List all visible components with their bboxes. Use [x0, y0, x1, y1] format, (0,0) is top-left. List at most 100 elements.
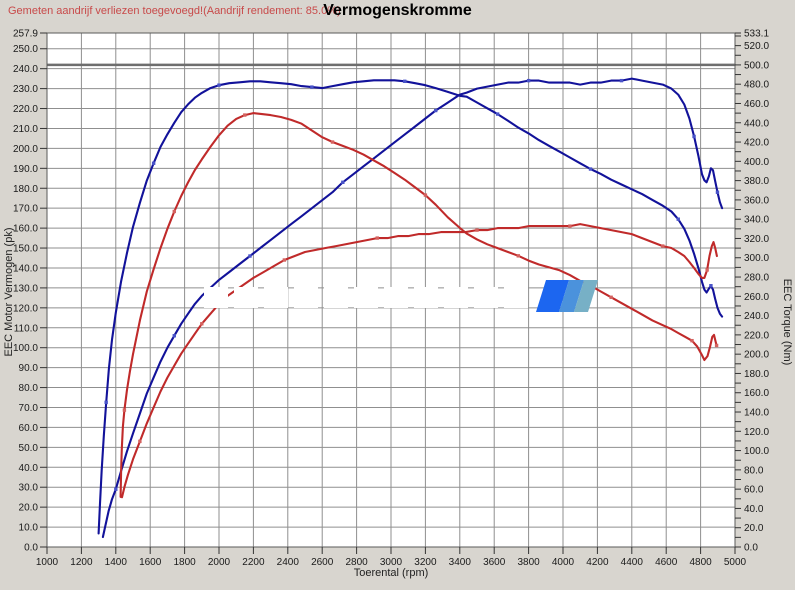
- y-right-tick-label: 40.0: [744, 504, 764, 515]
- y-left-tick-label: 160.0: [13, 224, 38, 235]
- marker-koppel-rood: [122, 408, 127, 412]
- watermark-logo-stripe: [559, 280, 584, 312]
- x-tick-label: 3600: [483, 557, 506, 568]
- x-tick-label: 5000: [724, 557, 747, 568]
- x-tick-label: 2400: [277, 557, 300, 568]
- marker-vermogen-rood: [475, 228, 479, 232]
- x-tick-label: 4000: [552, 557, 575, 568]
- marker-vermogen-blauw: [692, 134, 696, 139]
- marker-koppel-rood: [243, 113, 247, 117]
- watermark-text: [324, 287, 348, 308]
- watermark-logo-stripe: [574, 280, 598, 312]
- marker-vermogen-blauw: [341, 180, 345, 184]
- y-right-tick-label: 20.0: [744, 523, 764, 534]
- y-right-tick-label: 60.0: [744, 485, 764, 496]
- curve-koppel-blauw: [97, 79, 724, 535]
- y-left-tick-label: 30.0: [19, 483, 39, 494]
- x-tick-label: 1400: [105, 557, 128, 568]
- marker-vermogen-blauw: [172, 334, 176, 338]
- y-left-tick-label: 190.0: [13, 164, 38, 175]
- x-tick-label: 4600: [655, 557, 678, 568]
- y-left-tick-label: 20.0: [19, 503, 39, 514]
- y-left-tick-label: 250.0: [13, 44, 38, 55]
- x-tick-label: 1800: [173, 557, 196, 568]
- y-left-tick-label: 110.0: [14, 323, 39, 334]
- marker-koppel-rood: [714, 343, 719, 348]
- y-left-tick-label: 80.0: [19, 383, 39, 394]
- y-right-tick-label: 80.0: [744, 465, 764, 476]
- y-left-tick-label: 210.0: [13, 124, 38, 135]
- marker-vermogen-rood: [200, 322, 204, 326]
- x-tick-label: 1000: [36, 557, 59, 568]
- marker-vermogen-rood: [705, 268, 709, 272]
- marker-koppel-blauw: [588, 167, 593, 171]
- y-right-tick-label: 360.0: [744, 195, 769, 206]
- y-left-tick-label: 50.0: [19, 443, 39, 454]
- y-right-tick-label: 340.0: [744, 215, 769, 226]
- y-right-tick-label: 0.0: [744, 543, 758, 554]
- marker-koppel-blauw: [495, 112, 500, 116]
- watermark-text: [474, 287, 498, 308]
- curve-vermogen-rood: [120, 223, 718, 499]
- page-title: Vermogenskromme: [323, 2, 472, 19]
- marker-vermogen-blauw: [715, 190, 720, 194]
- marker-koppel-blauw: [676, 217, 680, 221]
- watermark-text: [384, 287, 408, 308]
- marker-vermogen-blauw: [619, 78, 624, 83]
- x-tick-label: 3400: [449, 557, 472, 568]
- x-tick-label: 2200: [242, 557, 265, 568]
- y-left-tick-label: 40.0: [19, 463, 39, 474]
- watermark-text: [264, 287, 288, 308]
- marker-vermogen-blauw: [114, 487, 118, 491]
- y-right-tick-label: 460.0: [744, 99, 769, 110]
- y-right-tick-label: 320.0: [744, 234, 769, 245]
- x-tick-label: 1200: [70, 557, 93, 568]
- x-tick-label: 1600: [139, 557, 162, 568]
- marker-koppel-blauw: [709, 284, 713, 288]
- marker-vermogen-rood: [568, 224, 572, 228]
- marker-koppel-blauw: [403, 79, 407, 84]
- marker-koppel-rood: [690, 338, 694, 343]
- y-left-tick-label: 200.0: [13, 144, 38, 155]
- y-left-tick-label: 120.0: [13, 303, 38, 314]
- y-left-tick-label: 230.0: [13, 84, 38, 95]
- x-tick-label: 3000: [380, 557, 403, 568]
- x-tick-label: 4400: [621, 557, 644, 568]
- y-right-tick-label: 520.0: [744, 41, 769, 52]
- y-right-tick-label: 440.0: [744, 118, 769, 129]
- y-right-tick-label: 380.0: [744, 176, 769, 187]
- y-left-tick-label: 90.0: [19, 363, 39, 374]
- y-right-tick-label: 120.0: [744, 427, 769, 438]
- y-right-tick-label: 100.0: [744, 446, 769, 457]
- y-left-tick-label: 240.0: [13, 64, 38, 75]
- y-right-tick-label: 533.1: [744, 29, 769, 40]
- y-left-tick-label: 170.0: [13, 204, 38, 215]
- watermark-text: [354, 287, 378, 308]
- marker-vermogen-rood: [661, 244, 665, 248]
- y-left-tick-label: 60.0: [19, 423, 39, 434]
- y-right-tick-label: 400.0: [744, 157, 769, 168]
- x-tick-label: 4800: [689, 557, 712, 568]
- marker-koppel-rood: [172, 209, 176, 214]
- y-right-tick-label: 200.0: [744, 350, 769, 361]
- x-tick-label: 2600: [311, 557, 334, 568]
- y-right-tick-label: 180.0: [744, 369, 769, 380]
- watermark-text: [444, 287, 468, 308]
- marker-koppel-blauw: [310, 85, 314, 89]
- y-right-tick-label: 300.0: [744, 253, 769, 264]
- marker-koppel-blauw: [217, 83, 221, 87]
- marker-vermogen-blauw: [248, 254, 252, 258]
- y-left-tick-label: 100.0: [13, 343, 38, 354]
- y-right-tick-label: 420.0: [744, 138, 769, 149]
- marker-koppel-rood: [423, 193, 428, 197]
- watermark-text: [294, 287, 318, 308]
- y-right-tick-label: 240.0: [744, 311, 769, 322]
- marker-vermogen-rood: [375, 236, 379, 240]
- y-left-tick-label: 220.0: [13, 104, 38, 115]
- marker-vermogen-blauw: [526, 78, 531, 83]
- y-left-tick-label: 150.0: [13, 244, 38, 255]
- x-axis-title: Toerental (rpm): [353, 567, 429, 579]
- marker-koppel-rood: [609, 295, 613, 299]
